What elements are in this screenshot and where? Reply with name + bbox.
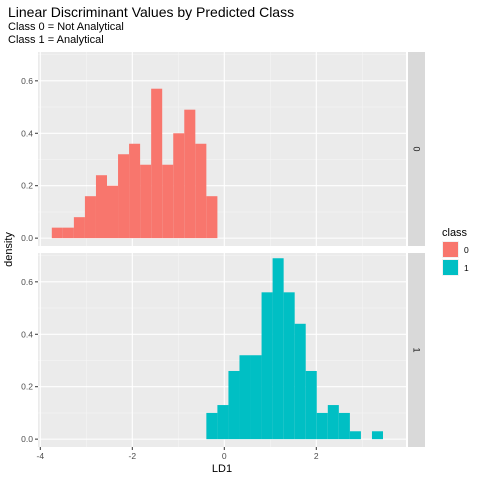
chart-subtitle-line-1: Class 0 = Not Analytical	[8, 21, 124, 33]
facet-strip	[408, 52, 425, 246]
y-tick-label: 0.2	[21, 181, 33, 191]
histogram-bar	[338, 412, 350, 440]
y-tick-label: 0.6	[21, 76, 33, 86]
histogram-bar	[294, 323, 306, 440]
histogram-bar	[140, 164, 152, 239]
y-tick-label: 0.4	[21, 128, 33, 138]
title-block: Linear Discriminant Values by Predicted …	[8, 4, 294, 47]
chart-subtitle-line-2: Class 1 = Analytical	[8, 34, 104, 46]
histogram-bar	[129, 143, 141, 239]
x-tick-label: 2	[314, 451, 319, 461]
histogram-bar	[239, 355, 251, 440]
histogram-bar	[305, 370, 317, 440]
histogram-bar	[62, 227, 74, 239]
y-tick-label: 0.4	[21, 329, 33, 339]
histogram-bar	[206, 412, 218, 440]
legend-label: 1	[464, 263, 469, 273]
histogram-bar	[95, 175, 107, 239]
histogram-bar	[107, 185, 119, 239]
histogram-bar	[371, 431, 383, 440]
facet-strip	[408, 253, 425, 447]
chart-title: Linear Discriminant Values by Predicted …	[8, 4, 295, 20]
y-tick-label: 0.0	[21, 233, 33, 243]
histogram-bar	[228, 370, 240, 440]
facet-strip-label: 1	[412, 347, 422, 352]
y-tick-label: 0.0	[21, 434, 33, 444]
histogram-bar	[250, 355, 262, 440]
histogram-bar	[118, 154, 130, 239]
histogram-bar	[151, 88, 163, 239]
histogram-bar	[84, 196, 96, 239]
histogram-bar	[327, 405, 339, 440]
histogram-bar	[316, 412, 328, 440]
histogram-bar	[272, 258, 284, 440]
x-tick-label: 0	[222, 451, 227, 461]
x-tick-label: -2	[129, 451, 137, 461]
histogram-bar	[162, 164, 174, 239]
y-axis-title: density	[3, 232, 15, 267]
histogram-bar	[206, 196, 218, 239]
legend-label: 0	[464, 245, 469, 255]
histogram-bar	[73, 217, 85, 239]
histogram-bar	[184, 109, 196, 239]
histogram-bar	[261, 292, 273, 440]
y-tick-label: 0.6	[21, 277, 33, 287]
x-axis-title: LD1	[212, 463, 232, 475]
legend-title: class	[442, 227, 468, 239]
legend-swatch	[443, 242, 458, 257]
histogram-bar	[349, 431, 361, 440]
histogram-bar	[283, 292, 295, 440]
histogram-bar	[173, 133, 185, 239]
x-tick-label: -4	[37, 451, 45, 461]
histogram-bar	[217, 405, 229, 440]
y-tick-label: 0.2	[21, 382, 33, 392]
histogram-bar	[51, 227, 63, 239]
facet-strip-label: 0	[412, 146, 422, 151]
histogram-bar	[195, 143, 207, 239]
legend-swatch	[443, 260, 458, 275]
